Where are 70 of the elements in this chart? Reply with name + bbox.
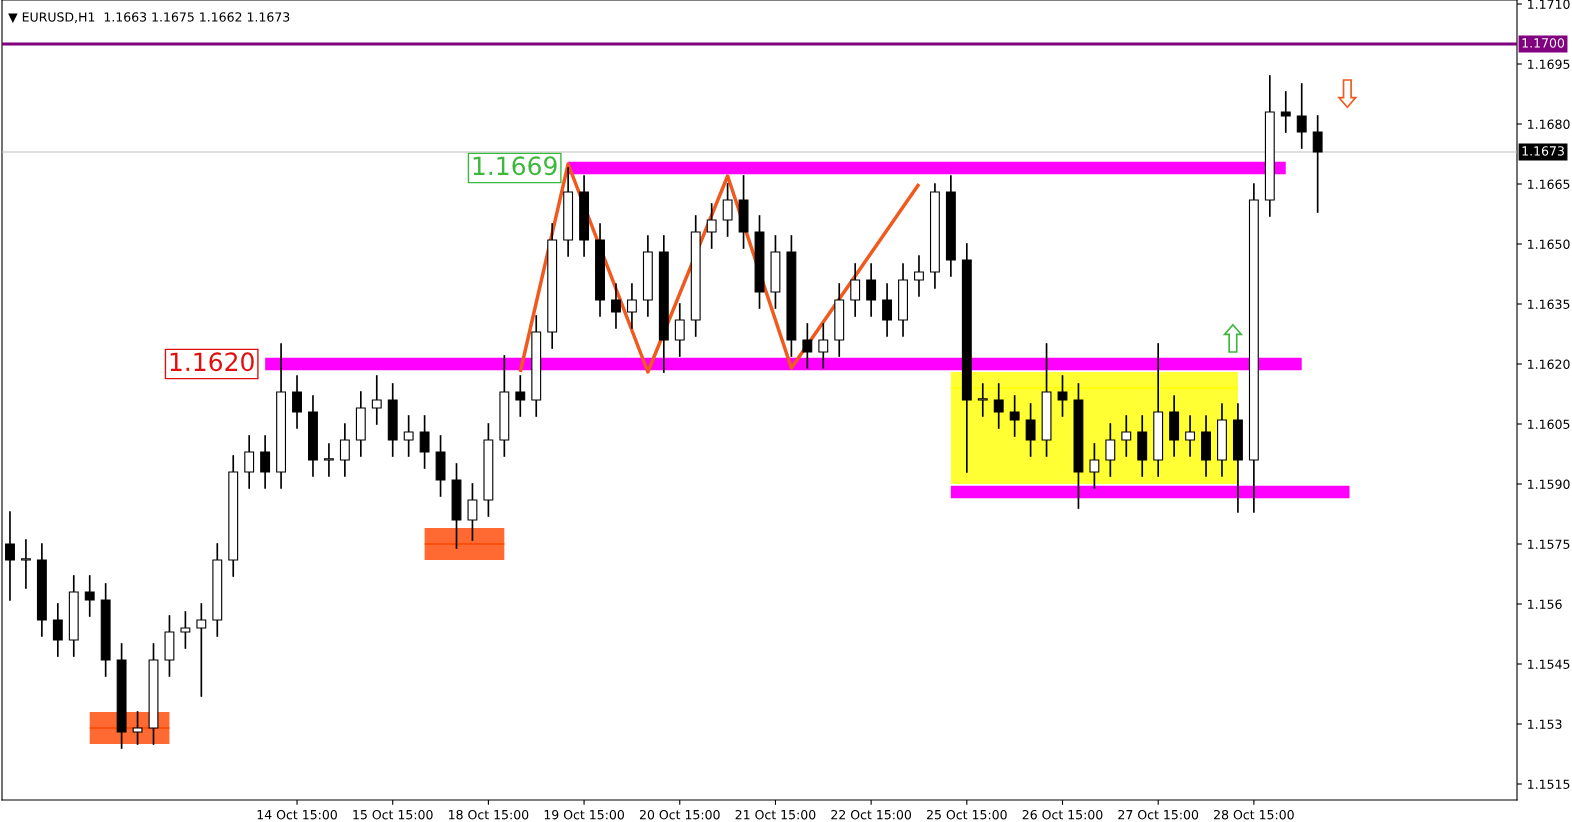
candlestick — [1296, 83, 1307, 149]
candlestick — [371, 375, 382, 425]
y-tick-label: 1.1515 — [1528, 779, 1570, 789]
y-tick-label: 1.1650 — [1528, 239, 1570, 249]
candlestick — [722, 183, 733, 237]
x-tick-label: 27 Oct 15:00 — [1118, 809, 1199, 820]
candlestick — [1009, 395, 1020, 437]
x-tick-label: 19 Oct 15:00 — [544, 809, 624, 820]
candlestick — [611, 283, 621, 329]
y-tick-label: 1.156 — [1528, 599, 1562, 609]
candlestick — [850, 263, 861, 317]
series-label: 1.1620 — [170, 352, 254, 372]
y-tick-label: 1.1665 — [1528, 179, 1570, 189]
candlestick — [260, 435, 271, 489]
candlestick — [706, 203, 717, 249]
candlestick — [20, 539, 31, 589]
candlestick — [866, 263, 877, 317]
y-tick-label: 1.1695 — [1528, 59, 1570, 69]
candlestick — [802, 323, 813, 369]
candlestick — [419, 415, 430, 469]
candlestick — [196, 603, 207, 697]
text: ▼ EURUSD,H1 1.1663 1.1675 1.1662 1.1673 — [8, 12, 290, 24]
series-label: 1.1669 — [473, 156, 557, 176]
candlestick — [52, 603, 63, 657]
y-tick-label: 1.1635 — [1528, 299, 1570, 309]
y-tick-label: 1.153 — [1528, 719, 1562, 729]
candlestick — [1312, 115, 1323, 213]
y-tick-label: 1.1710 — [1528, 0, 1570, 9]
x-tick-label: 28 Oct 15:00 — [1214, 809, 1294, 820]
candlestick — [467, 483, 478, 541]
candlestick — [993, 383, 1004, 429]
candlestick — [818, 323, 829, 369]
candlestick — [323, 443, 334, 477]
candlestick — [1105, 423, 1116, 477]
candlestick — [1089, 443, 1100, 489]
candlestick — [132, 711, 143, 745]
x-tick-label: 25 Oct 15:00 — [926, 809, 1007, 820]
y-tick-label: 1.1545 — [1528, 659, 1570, 669]
candlestick — [5, 511, 15, 601]
x-tick-label: 26 Oct 15:00 — [1022, 809, 1103, 820]
candlestick — [180, 611, 191, 649]
y-tick-label: 1.1605 — [1528, 419, 1570, 429]
candlestick — [292, 375, 302, 429]
x-tick-label: 15 Oct 15:00 — [353, 809, 433, 820]
y-tick-label: 1.1680 — [1528, 119, 1570, 129]
x-tick-label: 14 Oct 15:00 — [257, 809, 337, 820]
x-tick-label: 20 Oct 15:00 — [639, 809, 720, 820]
x-tick-label: 18 Oct 15:00 — [449, 809, 529, 820]
candlestick — [1057, 375, 1068, 417]
ref-line-label: 1.1673 — [1522, 146, 1564, 156]
candlestick — [403, 415, 414, 457]
candlestick — [1025, 403, 1036, 457]
candlestick — [1280, 91, 1291, 133]
candlestick — [339, 423, 350, 477]
candlestick — [84, 575, 95, 617]
x-tick-label: 21 Oct 15:00 — [735, 809, 816, 820]
y-tick-label: 1.1575 — [1528, 539, 1570, 549]
y-tick-label: 1.1620 — [1528, 359, 1570, 369]
candlestick — [1185, 415, 1196, 457]
candlestick — [1121, 415, 1132, 457]
candlestick — [626, 283, 637, 329]
candlestick — [515, 375, 526, 417]
candlestick — [244, 435, 255, 489]
y-tick-label: 1.1590 — [1528, 479, 1570, 489]
candlestick — [882, 283, 893, 337]
candlestick — [977, 383, 988, 417]
x-tick-label: 22 Oct 15:00 — [831, 809, 912, 820]
candlestick — [914, 255, 924, 297]
ref-line-label: 1.1700 — [1522, 38, 1565, 48]
candlestick — [674, 303, 685, 357]
